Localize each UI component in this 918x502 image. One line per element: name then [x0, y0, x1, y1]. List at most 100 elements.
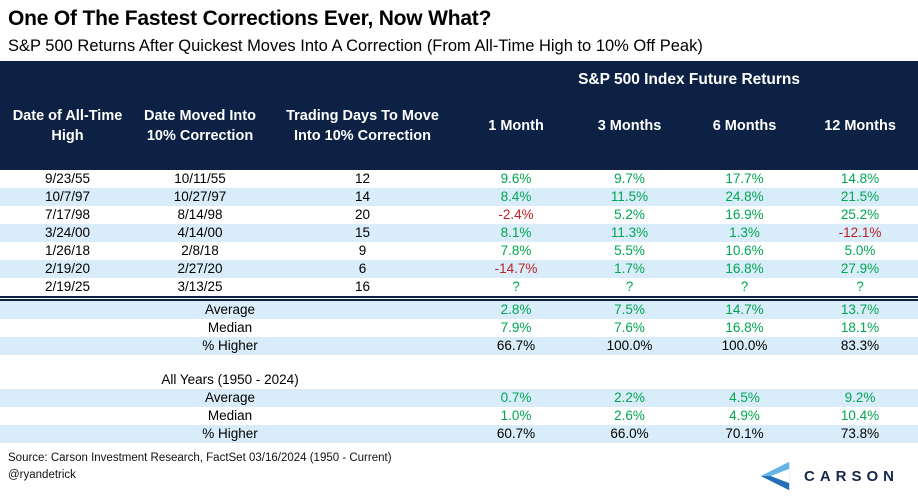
- cell-date-ath: 10/7/97: [0, 188, 135, 206]
- cell-6m: 16.8%: [725, 320, 764, 335]
- cell-6m: 70.1%: [687, 425, 803, 443]
- carson-chevron-icon: [760, 461, 790, 491]
- col-header-1-month: 1 Month: [460, 94, 573, 170]
- cell-date-correction: 10/11/55: [174, 171, 226, 186]
- cell-trading-days: 16: [355, 279, 371, 294]
- twitter-handle: @ryandetrick: [8, 468, 76, 481]
- source-note: Source: Carson Investment Research, Fact…: [8, 450, 392, 483]
- cell-date-correction: 2/8/18: [181, 243, 219, 258]
- carson-wordmark: CARSON: [803, 467, 899, 485]
- cell-6m: 4.5%: [687, 389, 803, 407]
- source-line: Source: Carson Investment Research, Fact…: [8, 452, 392, 464]
- cell-12m: ?: [856, 279, 864, 294]
- cell-date-correction: 8/14/98: [177, 207, 223, 222]
- page-title: One Of The Fastest Corrections Ever, Now…: [8, 7, 492, 30]
- summary-row-median: Median 7.9% 7.6% 16.8% 18.1%: [0, 319, 918, 337]
- cell-1m: 8.1%: [460, 224, 573, 242]
- cell-6m: 1.3%: [687, 224, 803, 242]
- cell-6m: 14.7%: [687, 296, 803, 319]
- table-row: 9/23/55 10/11/55 12 9.6% 9.7% 17.7% 14.8…: [0, 170, 918, 188]
- table-row: 2/19/20 2/27/20 6 -14.7% 1.7% 16.8% 27.9…: [0, 260, 918, 278]
- cell-1m: 66.7%: [460, 337, 573, 355]
- cell-12m: -12.1%: [802, 224, 918, 242]
- title-block: One Of The Fastest Corrections Ever, Now…: [0, 0, 918, 61]
- cell-6m: 24.8%: [687, 188, 803, 206]
- cell-3m: 9.7%: [614, 171, 645, 186]
- summary-label: % Higher: [0, 337, 461, 355]
- summary-row-average: Average 2.8% 7.5% 14.7% 13.7%: [0, 296, 918, 319]
- table-header: S&P 500 Index Future Returns Date of All…: [0, 61, 918, 170]
- cell-12m: 18.1%: [840, 320, 880, 335]
- cell-3m: 1.7%: [572, 260, 688, 278]
- cell-3m: 11.5%: [572, 188, 688, 206]
- cell-6m: 10.6%: [725, 243, 764, 258]
- cell-12m: 13.7%: [802, 296, 918, 319]
- cell-3m: 11.3%: [572, 224, 688, 242]
- carson-logo: CARSON: [740, 450, 918, 502]
- cell-1m: -14.7%: [460, 260, 573, 278]
- cell-3m: 5.2%: [614, 207, 645, 222]
- cell-date-ath: 2/19/20: [0, 260, 135, 278]
- cell-12m: 21.5%: [802, 188, 918, 206]
- returns-table: S&P 500 Index Future Returns Date of All…: [0, 61, 918, 443]
- cell-date-correction: 4/14/00: [135, 224, 265, 242]
- summary-label: Median: [207, 320, 253, 335]
- cell-1m: 7.9%: [500, 320, 532, 335]
- col-header-12-months: 12 Months: [802, 94, 918, 170]
- table-row: 1/26/18 2/8/18 9 7.8% 5.5% 10.6% 5.0%: [0, 242, 918, 260]
- col-header-date-ath: Date of All-Time High: [0, 94, 135, 170]
- cell-12m: 73.8%: [802, 425, 918, 443]
- cell-date-ath: 9/23/55: [44, 171, 91, 186]
- all-years-label-row: All Years (1950 - 2024): [0, 371, 918, 389]
- cell-12m: 83.3%: [802, 337, 918, 355]
- cell-1m: 0.7%: [460, 389, 573, 407]
- cell-6m: 4.9%: [729, 408, 760, 423]
- cell-trading-days: 12: [355, 171, 371, 186]
- summary-label: % Higher: [0, 425, 461, 443]
- cell-trading-days: 14: [265, 188, 461, 206]
- cell-1m: ?: [512, 279, 520, 294]
- cell-6m: 17.7%: [725, 171, 764, 186]
- group-header: S&P 500 Index Future Returns: [460, 61, 918, 94]
- cell-3m: 5.5%: [614, 243, 645, 258]
- cell-3m: 2.6%: [614, 408, 645, 423]
- all-years-label: All Years (1950 - 2024): [161, 372, 299, 387]
- summary-label: Median: [207, 408, 253, 423]
- cell-3m: 66.0%: [572, 425, 688, 443]
- cell-date-correction: 2/27/20: [135, 260, 265, 278]
- cell-12m: 5.0%: [844, 243, 876, 258]
- cell-6m: 16.9%: [725, 207, 764, 222]
- cell-date-correction: 3/13/25: [177, 279, 223, 294]
- cell-6m: 100.0%: [687, 337, 803, 355]
- summary-row-pct-higher: % Higher 66.7% 100.0% 100.0% 83.3%: [0, 337, 918, 355]
- group-header-blank: [0, 61, 461, 94]
- cell-date-ath: 7/17/98: [44, 207, 91, 222]
- col-header-date-correction: Date Moved Into 10% Correction: [135, 94, 265, 170]
- group-header-row: S&P 500 Index Future Returns: [0, 61, 918, 94]
- cell-date-ath: 1/26/18: [44, 243, 91, 258]
- cell-12m: 14.8%: [840, 171, 880, 186]
- table-row: 10/7/97 10/27/97 14 8.4% 11.5% 24.8% 21.…: [0, 188, 918, 206]
- summary-row-pct-higher-all: % Higher 60.7% 66.0% 70.1% 73.8%: [0, 425, 918, 443]
- cell-trading-days: 9: [358, 243, 367, 258]
- cell-date-ath: 3/24/00: [0, 224, 135, 242]
- cell-1m: 8.4%: [460, 188, 573, 206]
- cell-3m: ?: [625, 279, 634, 294]
- cell-1m: -2.4%: [498, 207, 534, 222]
- cell-6m: ?: [740, 279, 749, 294]
- cell-trading-days: 6: [265, 260, 461, 278]
- cell-trading-days: 20: [355, 207, 371, 222]
- cell-12m: 25.2%: [840, 207, 880, 222]
- table-row: 3/24/00 4/14/00 15 8.1% 11.3% 1.3% -12.1…: [0, 224, 918, 242]
- col-header-6-months: 6 Months: [687, 94, 803, 170]
- cell-1m: 2.8%: [460, 296, 573, 319]
- footer: Source: Carson Investment Research, Fact…: [0, 443, 918, 502]
- cell-12m: 9.2%: [802, 389, 918, 407]
- col-header-3-months: 3 Months: [572, 94, 688, 170]
- cell-trading-days: 15: [265, 224, 461, 242]
- cell-1m: 60.7%: [460, 425, 573, 443]
- cell-6m: 16.8%: [687, 260, 803, 278]
- cell-date-correction: 10/27/97: [135, 188, 265, 206]
- cell-12m: 10.4%: [840, 408, 880, 423]
